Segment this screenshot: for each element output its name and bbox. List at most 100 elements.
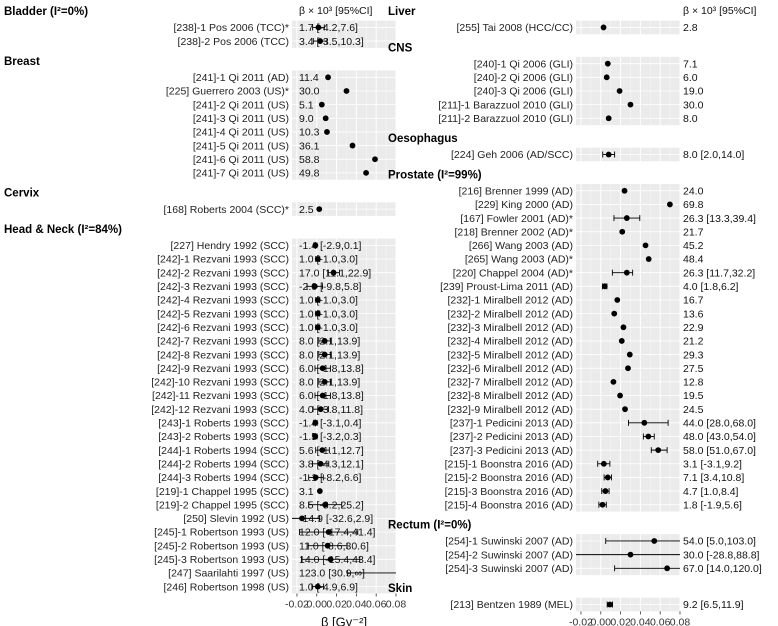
left-x-tick-label: 0.08	[386, 598, 407, 610]
right-point-estimate	[618, 338, 625, 344]
left-point-estimate	[312, 474, 319, 481]
right-study-label: [232]-4 Miralbell 2012 (AD)	[448, 336, 573, 348]
right-study-label: [232]-8 Miralbell 2012 (AD)	[448, 390, 573, 402]
right-point-estimate	[610, 378, 617, 385]
right-group-title: Oesophagus	[388, 133, 458, 145]
left-point-estimate	[317, 460, 324, 467]
right-study-label: [237]-3 Pedicini 2013 (AD)	[450, 445, 573, 457]
left-point-estimate	[325, 529, 332, 535]
right-point-estimate	[602, 488, 609, 494]
right-x-tick-label: -0.02	[569, 616, 593, 626]
right-study-value: 44.0 [28.0,68.0]	[683, 418, 756, 430]
left-study-value: 2.5	[299, 204, 314, 216]
left-study-value: 4.0 [-3.8,11.8]	[299, 404, 363, 416]
left-study-value: 123.0 [30.9,∞]	[299, 568, 365, 580]
left-study-value: -2.0 [-9.8,5.8]	[299, 281, 362, 293]
right-point-estimate	[625, 365, 631, 372]
right-group-title: Liver	[388, 6, 416, 18]
right-study-label: [215]-2 Boonstra 2016 (AD)	[445, 472, 573, 484]
left-group-title: Cervix	[4, 188, 40, 200]
left-study-label: [242]-5 Rezvani 1993 (SCC)	[157, 308, 289, 320]
right-study-value: 6.0	[683, 72, 698, 84]
left-point-estimate	[314, 310, 321, 317]
right-study-label: [211]-2 Barazzuol 2010 (GLI)	[438, 113, 573, 125]
left-point-estimate	[363, 169, 369, 176]
right-study-label: [240]-1 Qi 2006 (GLI)	[474, 58, 573, 70]
right-x-tick-label: 0.02	[610, 616, 631, 626]
left-study-label: [245]-2 Robertson 1993 (US)	[154, 540, 289, 552]
right-point-estimate	[617, 392, 623, 399]
right-study-value: 19.5	[683, 390, 704, 402]
right-study-label: [254]-2 Suwinski 2007 (AD)	[445, 549, 573, 561]
right-point-estimate	[627, 551, 634, 558]
left-study-value: 10.3	[299, 127, 320, 139]
right-study-label: [215]-4 Boonstra 2016 (AD)	[445, 499, 573, 511]
right-point-estimate	[645, 433, 652, 440]
left-point-estimate	[372, 156, 378, 163]
left-study-label: [238]-2 Pos 2006 (TCC)	[178, 36, 289, 48]
left-point-estimate	[330, 269, 337, 276]
left-study-label: [241]-3 Qi 2011 (US)	[193, 113, 289, 125]
right-point-estimate	[604, 60, 611, 67]
left-x-tick-label: -0.02	[285, 598, 309, 610]
left-group-band	[292, 70, 396, 180]
right-study-label: [220] Chappel 2004 (AD)*	[453, 267, 573, 279]
left-study-value: 1.0 [-1.0,3.0]	[299, 295, 358, 307]
left-study-value: 1.7 [-4.2,7.6]	[299, 22, 358, 34]
left-study-label: [238]-1 Pos 2006 (TCC)*	[173, 22, 289, 34]
left-group-title: Bladder (I²=0%)	[4, 6, 88, 18]
right-study-value: 21.2	[683, 336, 704, 348]
right-point-estimate	[651, 538, 658, 544]
right-study-label: [240]-3 Qi 2006 (GLI)	[474, 86, 573, 98]
left-point-estimate	[316, 206, 323, 213]
left-point-estimate	[311, 283, 318, 290]
left-study-value: 1.0 [-4.9,6.9]	[299, 581, 358, 593]
right-study-value: 12.8	[683, 377, 704, 389]
left-study-value: 14.0 [-15.4,43.4]	[299, 554, 376, 566]
left-point-estimate	[327, 556, 334, 563]
right-study-label: [237]-1 Pedicini 2013 (AD)	[450, 418, 573, 430]
right-study-label: [254]-1 Suwinski 2007 (AD)	[445, 536, 573, 548]
right-x-tick-label: 0.06	[650, 616, 671, 626]
left-study-label: [242]-10 Rezvani 1993 (SCC)	[151, 377, 289, 389]
left-point-estimate	[324, 542, 331, 549]
left-point-estimate	[325, 74, 331, 81]
left-study-label: [242]-7 Rezvani 1993 (SCC)	[157, 336, 289, 348]
right-point-estimate	[611, 310, 618, 317]
right-point-estimate	[626, 351, 633, 358]
right-group-title: CNS	[388, 42, 413, 54]
right-point-estimate	[614, 297, 621, 303]
left-group-band	[292, 238, 396, 594]
left-study-label: [242]-8 Rezvani 1993 (SCC)	[157, 349, 289, 361]
right-study-value: 4.0 [1.8,6.2]	[683, 281, 739, 293]
left-study-label: [168] Roberts 2004 (SCC)*	[164, 204, 289, 216]
left-study-label: [242]-11 Rezvani 1993 (SCC)	[152, 390, 289, 402]
right-group-title: Skin	[388, 583, 412, 595]
right-study-value: 54.0 [5.0,103.0]	[683, 536, 756, 548]
left-study-label: [241]-6 Qi 2011 (US)	[193, 154, 289, 166]
left-study-value: 8.0 [2.1,13.9]	[299, 377, 360, 389]
left-study-label: [219]-1 Chappel 1995 (SCC)	[156, 486, 289, 498]
left-study-value: 49.8	[299, 168, 320, 180]
left-study-label: [243]-1 Roberts 1993 (SCC)	[158, 418, 289, 430]
left-group-title: Breast	[4, 56, 40, 68]
left-study-value: 3.1	[299, 486, 314, 498]
right-study-label: [232]-6 Miralbell 2012 (AD)	[448, 363, 573, 375]
left-point-estimate	[317, 406, 324, 413]
left-study-value: 5.1	[299, 99, 314, 111]
left-study-label: [242]-2 Rezvani 1993 (SCC)	[157, 267, 289, 279]
left-study-label: [225] Guerrero 2003 (US)*	[166, 86, 289, 98]
left-x-tick-label: 0.04	[346, 598, 367, 610]
left-study-label: [245]-1 Robertson 1993 (US)	[154, 527, 289, 539]
left-study-value: 1.0 [-1.0,3.0]	[299, 322, 358, 334]
left-point-estimate	[312, 242, 319, 249]
right-x-tick-label: 0.04	[630, 616, 651, 626]
left-study-value: 9.0	[299, 113, 314, 125]
left-point-estimate	[321, 351, 328, 358]
right-point-estimate	[655, 447, 662, 454]
right-point-estimate	[601, 283, 608, 290]
right-point-estimate	[604, 474, 611, 481]
left-x-tick-label: 0.02	[326, 598, 347, 610]
right-study-value: 48.0 [43.0,54.0]	[683, 431, 756, 443]
